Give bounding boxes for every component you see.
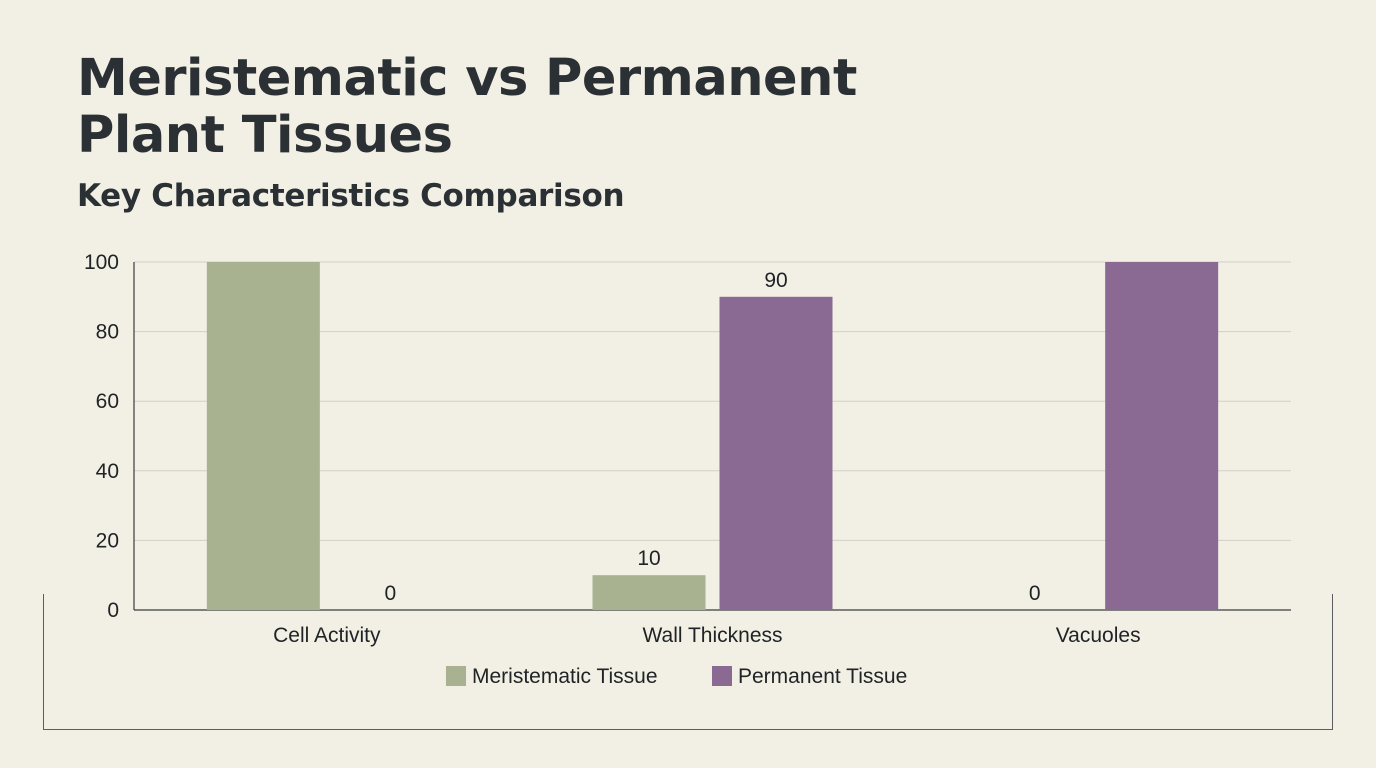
x-tick-label: Cell Activity <box>273 624 381 647</box>
bar <box>719 296 833 610</box>
x-tick-label: Vacuoles <box>1056 624 1141 647</box>
data-label: 90 <box>764 269 787 292</box>
bar <box>592 575 706 610</box>
chart-frame <box>43 594 1333 730</box>
bar <box>206 262 320 610</box>
data-label: 0 <box>1029 582 1041 605</box>
data-label: 0 <box>384 582 396 605</box>
legend-swatch <box>446 666 466 686</box>
y-tick-label: 100 <box>84 251 119 274</box>
x-tick-label: Wall Thickness <box>642 624 782 647</box>
y-tick-label: 20 <box>96 529 119 552</box>
y-tick-label: 80 <box>96 321 119 344</box>
chart-subtitle: Key Characteristics Comparison <box>77 178 625 214</box>
legend-label: Permanent Tissue <box>738 665 907 688</box>
bar <box>1105 262 1219 610</box>
chart-title: Meristematic vs Permanent Plant Tissues <box>77 49 857 165</box>
y-tick-label: 40 <box>96 460 119 483</box>
data-label: 10 <box>637 547 660 570</box>
y-tick-label: 60 <box>96 390 119 413</box>
legend-swatch <box>712 666 732 686</box>
y-tick-label: 0 <box>107 599 119 622</box>
legend-label: Meristematic Tissue <box>472 665 658 688</box>
